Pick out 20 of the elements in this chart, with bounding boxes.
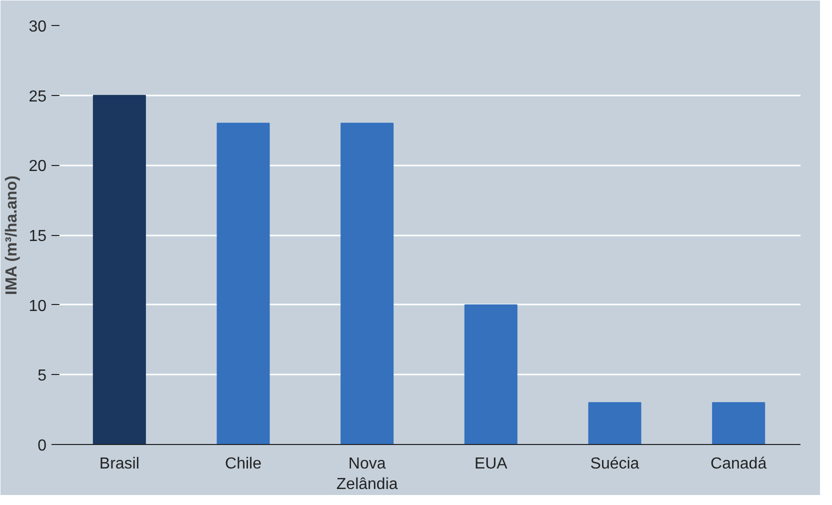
bar [712, 402, 766, 444]
bar [340, 122, 394, 444]
x-tick-label: Nova Zelândia [336, 456, 398, 493]
y-tick-label: 0 [38, 438, 47, 454]
bar [92, 94, 146, 444]
x-tick-label: Suécia [590, 456, 640, 472]
y-tick-label: 25 [28, 88, 47, 106]
x-tick-label: Brasil [99, 456, 140, 472]
y-tick-label: 20 [28, 158, 47, 176]
y-tick-label: 15 [28, 228, 47, 245]
y-axis-title: IMA (m³/ha.ano) [4, 176, 21, 295]
x-tick-label: EUA [474, 456, 508, 472]
bar [464, 304, 518, 444]
y-tick-label: 5 [38, 368, 47, 385]
bar [588, 402, 642, 444]
y-tick-label: 10 [28, 298, 47, 315]
y-tick-label: 30 [28, 18, 47, 36]
bar [216, 122, 270, 444]
x-tick-label: Canadá [710, 456, 767, 472]
x-tick-label: Chile [225, 456, 262, 472]
